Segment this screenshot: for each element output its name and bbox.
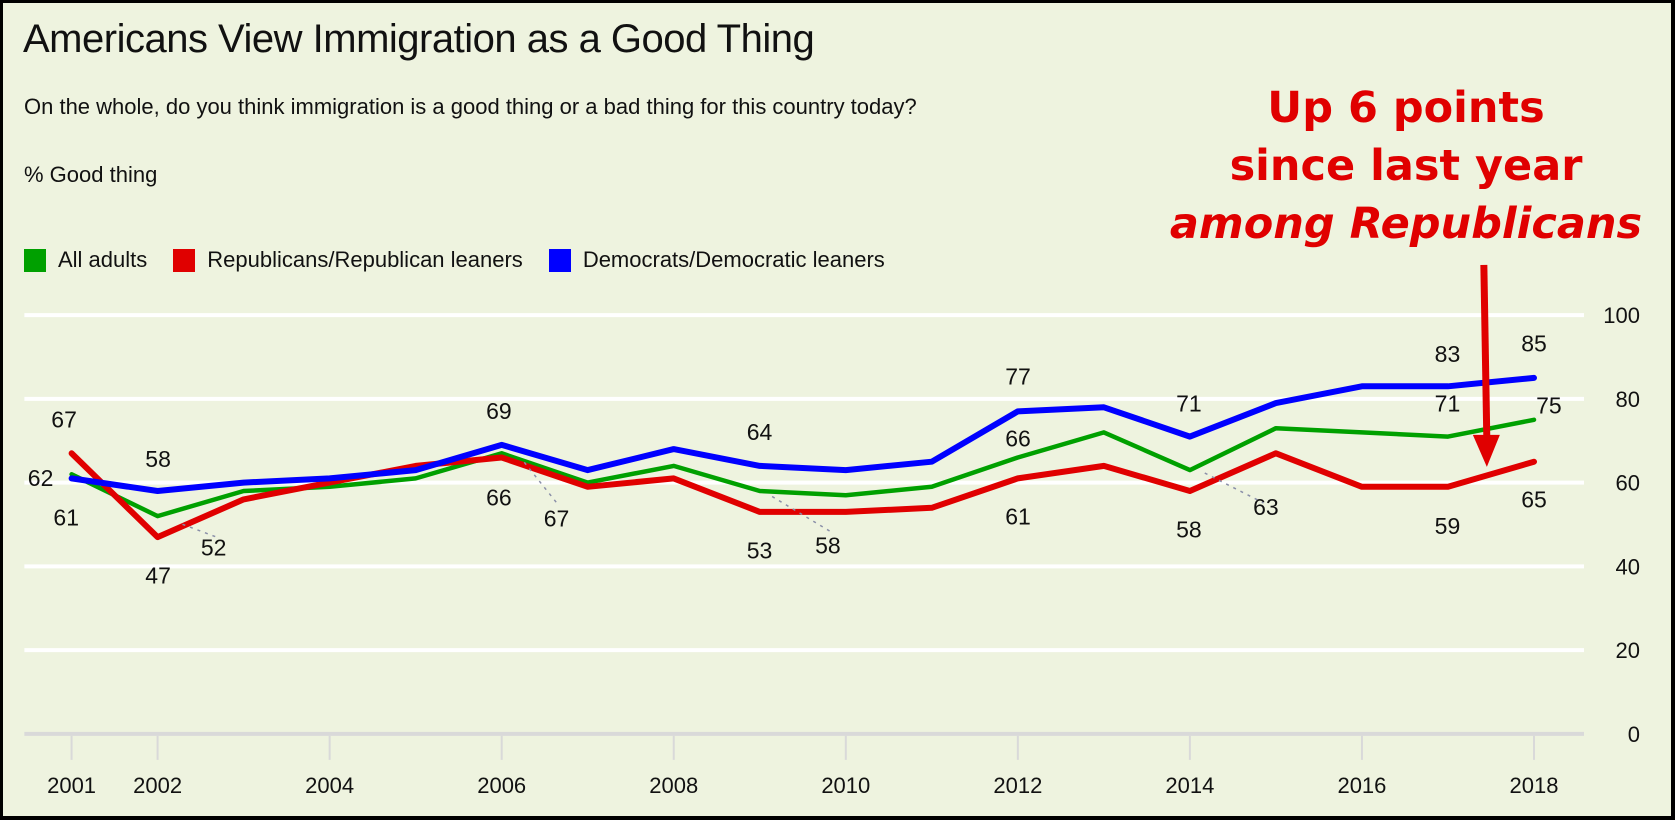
data-label: 66 <box>1005 426 1031 452</box>
y-tick-label-0: 0 <box>1628 722 1640 747</box>
label-leader-line <box>182 523 217 538</box>
data-label: 58 <box>815 532 841 558</box>
data-label: 58 <box>145 446 171 472</box>
chart-title: Americans View Immigration as a Good Thi… <box>23 17 815 61</box>
x-tick-label-2004: 2004 <box>305 773 354 798</box>
annotation-line-3: among Republicans <box>1169 199 1643 249</box>
legend-swatch-democrats <box>548 248 571 272</box>
data-label: 77 <box>1005 364 1031 390</box>
x-tick-label-2016: 2016 <box>1337 773 1386 798</box>
annotation-arrow-shaft <box>1480 264 1491 441</box>
series-line-democrats-democratic-leaners <box>68 374 1537 494</box>
data-label: 75 <box>1536 392 1562 418</box>
chart-plot: 0 20 40 60 80 100 2001 2002 2004 2006 2008 2010 2012… <box>24 264 1640 798</box>
data-label: 61 <box>53 505 79 531</box>
y-tick-label-60: 60 <box>1616 471 1640 496</box>
data-label: 63 <box>1253 494 1279 520</box>
data-label: 83 <box>1435 341 1461 367</box>
y-tick-label-80: 80 <box>1616 387 1640 412</box>
y-axis-label: % Good thing <box>24 162 158 187</box>
data-label: 61 <box>1005 504 1031 530</box>
data-label: 69 <box>486 398 512 424</box>
data-label: 62 <box>28 465 54 491</box>
x-tick-label-2012: 2012 <box>993 773 1042 798</box>
annotation-line-2: since last year <box>1229 141 1583 191</box>
legend: All adults Republicans/Republican leaner… <box>24 247 911 273</box>
label-leader-line <box>523 461 560 506</box>
x-tick-label-2008: 2008 <box>649 773 698 798</box>
data-label: 47 <box>145 562 171 588</box>
x-tick-label-2006: 2006 <box>477 773 526 798</box>
x-tick-label-2002: 2002 <box>133 773 182 798</box>
label-leader-line <box>1204 472 1264 504</box>
y-tick-label-20: 20 <box>1616 638 1640 663</box>
legend-swatch-republicans <box>173 248 196 272</box>
data-label: 66 <box>486 484 512 510</box>
data-label: 71 <box>1435 390 1461 416</box>
legend-label-democrats: Democrats/Democratic leaners <box>582 247 885 272</box>
x-tick-label-2014: 2014 <box>1165 773 1214 798</box>
annotation: Up 6 points since last year among Republ… <box>1151 79 1661 253</box>
x-tick-label-2010: 2010 <box>821 773 870 798</box>
legend-label-republicans: Republicans/Republican leaners <box>207 247 523 272</box>
x-tick-label-2001: 2001 <box>47 773 96 798</box>
x-tick-label-2018: 2018 <box>1510 773 1559 798</box>
legend-swatch-all-adults <box>24 248 46 272</box>
data-label: 65 <box>1521 486 1547 512</box>
data-label: 52 <box>201 534 227 560</box>
chart-subtitle: On the whole, do you think immigration i… <box>24 94 917 119</box>
legend-item-democrats: Democrats/Democratic leaners <box>548 247 885 273</box>
data-label: 53 <box>747 538 773 564</box>
data-label: 67 <box>544 506 570 532</box>
data-label: 58 <box>1176 516 1202 542</box>
data-label: 71 <box>1176 390 1202 416</box>
y-tick-label-100: 100 <box>1603 303 1640 328</box>
y-tick-label-40: 40 <box>1616 554 1640 579</box>
label-leader-line <box>771 495 832 533</box>
annotation-line-1: Up 6 points <box>1267 83 1545 133</box>
legend-item-all-adults: All adults <box>24 247 147 273</box>
data-label: 85 <box>1521 330 1547 356</box>
legend-label-all-adults: All adults <box>58 247 148 272</box>
series-line-republicans-republican-leaners <box>68 450 1537 541</box>
legend-item-republicans: Republicans/Republican leaners <box>173 247 523 273</box>
data-label: 64 <box>747 419 773 445</box>
chart-frame: Americans View Immigration as a Good Thi… <box>3 3 1671 816</box>
data-label: 59 <box>1435 513 1461 539</box>
annotation-arrow-head <box>1472 434 1500 467</box>
data-label: 67 <box>51 406 77 432</box>
